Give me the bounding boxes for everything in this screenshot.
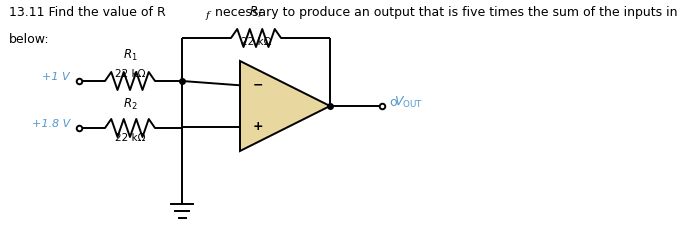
Text: 22 kΩ: 22 kΩ [115, 133, 146, 143]
Text: 22 kΩ: 22 kΩ [115, 69, 146, 79]
Text: $R_f$: $R_f$ [249, 5, 263, 20]
Text: f: f [206, 11, 210, 20]
Text: $R_1$: $R_1$ [122, 48, 137, 63]
Text: +1.8 V: +1.8 V [32, 119, 70, 129]
Text: necessary to produce an output that is five times the sum of the inputs in the c: necessary to produce an output that is f… [211, 6, 680, 19]
Polygon shape [240, 61, 330, 151]
Text: −: − [253, 79, 263, 92]
Text: +1 V: +1 V [42, 72, 70, 82]
Text: $V_{\mathrm{OUT}}$: $V_{\mathrm{OUT}}$ [394, 94, 423, 109]
Text: 13.11 Find the value of R: 13.11 Find the value of R [9, 6, 166, 19]
Text: 22 kΩ: 22 kΩ [241, 37, 271, 47]
Text: $R_2$: $R_2$ [122, 97, 137, 112]
Text: below:: below: [9, 33, 50, 46]
Text: o: o [390, 95, 402, 108]
Text: +: + [253, 120, 263, 133]
